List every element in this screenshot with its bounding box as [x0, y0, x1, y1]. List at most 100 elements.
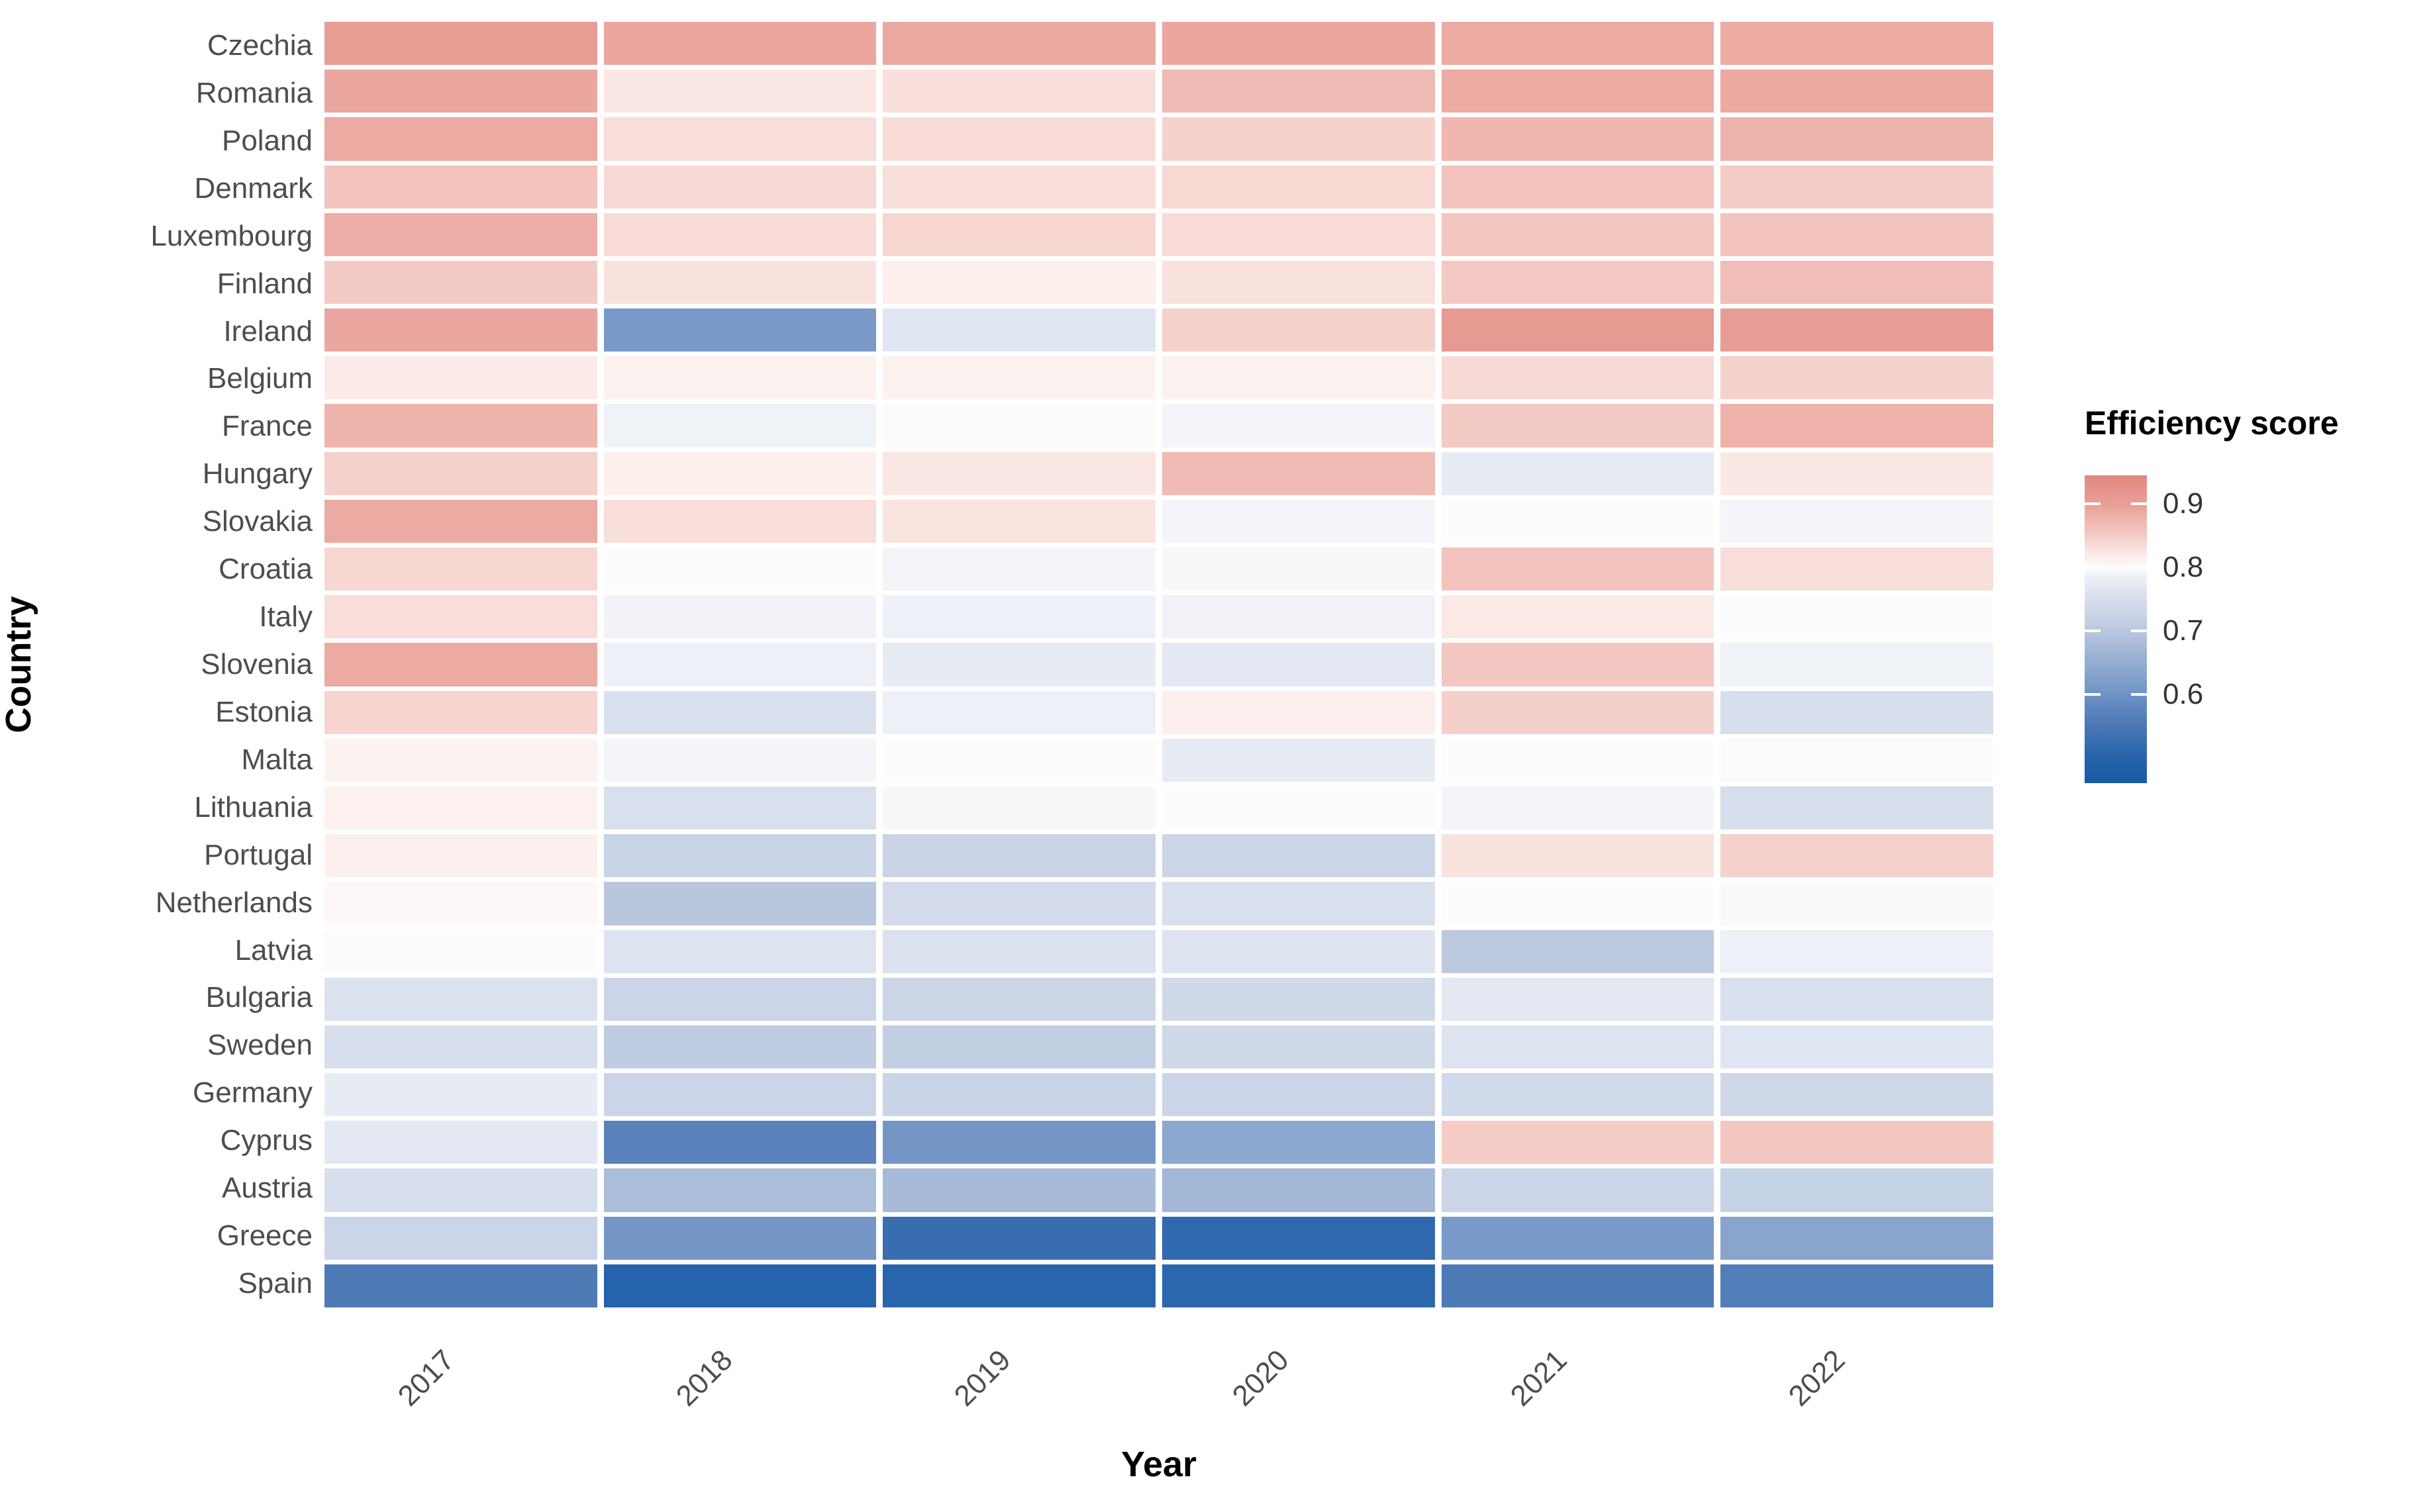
heatmap-cell — [883, 308, 1156, 352]
heatmap-cell — [883, 70, 1156, 113]
heatmap-cell — [603, 738, 877, 782]
heatmap-cell — [883, 1121, 1156, 1164]
heatmap-cell — [603, 595, 877, 639]
heatmap-cell — [883, 260, 1156, 305]
heatmap-cell — [603, 1073, 877, 1117]
y-tick-label: Germany — [193, 1076, 313, 1110]
heatmap-cell — [324, 1073, 597, 1117]
heatmap-cell — [1162, 499, 1435, 543]
y-tick-label: Estonia — [215, 695, 313, 728]
y-tick-label: France — [222, 410, 313, 443]
x-axis-title: Year — [1120, 1444, 1197, 1484]
heatmap-cell — [324, 499, 597, 543]
legend-tick-mark — [2131, 692, 2147, 696]
heatmap-cell — [1720, 404, 1993, 448]
heatmap-cell — [603, 260, 877, 305]
heatmap-cell — [1441, 1073, 1714, 1117]
heatmap-cell — [1441, 643, 1714, 686]
y-tick-label: Austria — [222, 1172, 313, 1205]
heatmap-cell — [603, 882, 877, 925]
heatmap-cell — [1441, 451, 1714, 495]
heatmap-cell — [1162, 643, 1435, 686]
heatmap-cell — [324, 1168, 597, 1212]
heatmap-cell — [603, 1216, 877, 1260]
heatmap-cell — [1162, 786, 1435, 830]
heatmap-cell — [1441, 260, 1714, 305]
heatmap-cell — [1162, 1168, 1435, 1212]
heatmap-cell — [1720, 213, 1993, 256]
heatmap-cell — [1720, 356, 1993, 400]
y-tick-label: Bulgaria — [205, 981, 313, 1014]
heatmap-cell — [324, 1216, 597, 1260]
heatmap-cell — [1720, 882, 1993, 925]
legend-tick-mark — [2085, 629, 2101, 632]
heatmap-cell — [883, 547, 1156, 591]
heatmap-cell — [324, 70, 597, 113]
heatmap-cell — [1162, 1264, 1435, 1307]
heatmap-cell — [1720, 1121, 1993, 1164]
heatmap-cell — [1162, 70, 1435, 113]
heatmap-cell — [324, 260, 597, 305]
heatmap-cell — [1441, 22, 1714, 66]
heatmap-cell — [1441, 1025, 1714, 1069]
heatmap-cell — [883, 977, 1156, 1021]
heatmap-cell — [603, 929, 877, 973]
heatmap-cell — [1720, 690, 1993, 734]
heatmap-cell — [603, 499, 877, 543]
heatmap-cell — [603, 977, 877, 1021]
heatmap-cell — [1162, 22, 1435, 66]
legend-tick-label: 0.9 — [2163, 487, 2204, 520]
heatmap-cell — [1720, 834, 1993, 878]
heatmap-cell — [1162, 1073, 1435, 1117]
x-tick-label: 2017 — [391, 1343, 461, 1413]
heatmap-cell — [603, 70, 877, 113]
heatmap-cell — [1720, 595, 1993, 639]
heatmap-cell — [883, 1168, 1156, 1212]
heatmap-cell — [1720, 929, 1993, 973]
heatmap-cell — [883, 834, 1156, 878]
heatmap-cell — [324, 977, 597, 1021]
heatmap-cell — [1162, 260, 1435, 305]
heatmap-cell — [1441, 70, 1714, 113]
legend-title: Efficiency score — [2085, 404, 2339, 442]
y-tick-label: Lithuania — [194, 790, 313, 824]
heatmap-cell — [883, 643, 1156, 686]
y-tick-label: Netherlands — [155, 886, 313, 919]
heatmap-cell — [324, 165, 597, 209]
heatmap-cell — [1720, 22, 1993, 66]
heatmap-cell — [324, 929, 597, 973]
legend-tick-label: 0.6 — [2163, 677, 2204, 710]
heatmap-panel — [324, 22, 1993, 1307]
heatmap-cell — [883, 929, 1156, 973]
heatmap-cell — [1720, 1073, 1993, 1117]
heatmap-cell — [603, 356, 877, 400]
heatmap-cell — [1720, 451, 1993, 495]
heatmap-cell — [324, 547, 597, 591]
y-tick-label: Romania — [195, 76, 313, 109]
heatmap-cell — [1720, 738, 1993, 782]
heatmap-cell — [1162, 117, 1435, 161]
heatmap-cell — [1441, 834, 1714, 878]
heatmap-cell — [603, 786, 877, 830]
heatmap-cell — [603, 117, 877, 161]
heatmap-cell — [1441, 690, 1714, 734]
heatmap-cell — [883, 786, 1156, 830]
heatmap-cell — [324, 1121, 597, 1164]
heatmap-cell — [324, 595, 597, 639]
heatmap-cell — [883, 499, 1156, 543]
heatmap-cell — [883, 738, 1156, 782]
heatmap-cell — [1162, 977, 1435, 1021]
y-tick-label: Croatia — [219, 553, 313, 586]
heatmap-cell — [1162, 929, 1435, 973]
heatmap-cell — [603, 22, 877, 66]
heatmap-cell — [1720, 643, 1993, 686]
heatmap-cell — [1441, 356, 1714, 400]
legend: Efficiency score 0.9 0.8 0.7 0.6 — [2066, 397, 2424, 861]
heatmap-cell — [883, 165, 1156, 209]
heatmap-cell — [1162, 165, 1435, 209]
heatmap-cell — [883, 1264, 1156, 1307]
heatmap-cell — [1441, 308, 1714, 352]
heatmap-cell — [1441, 404, 1714, 448]
heatmap-cell — [883, 690, 1156, 734]
heatmap-cell — [324, 643, 597, 686]
